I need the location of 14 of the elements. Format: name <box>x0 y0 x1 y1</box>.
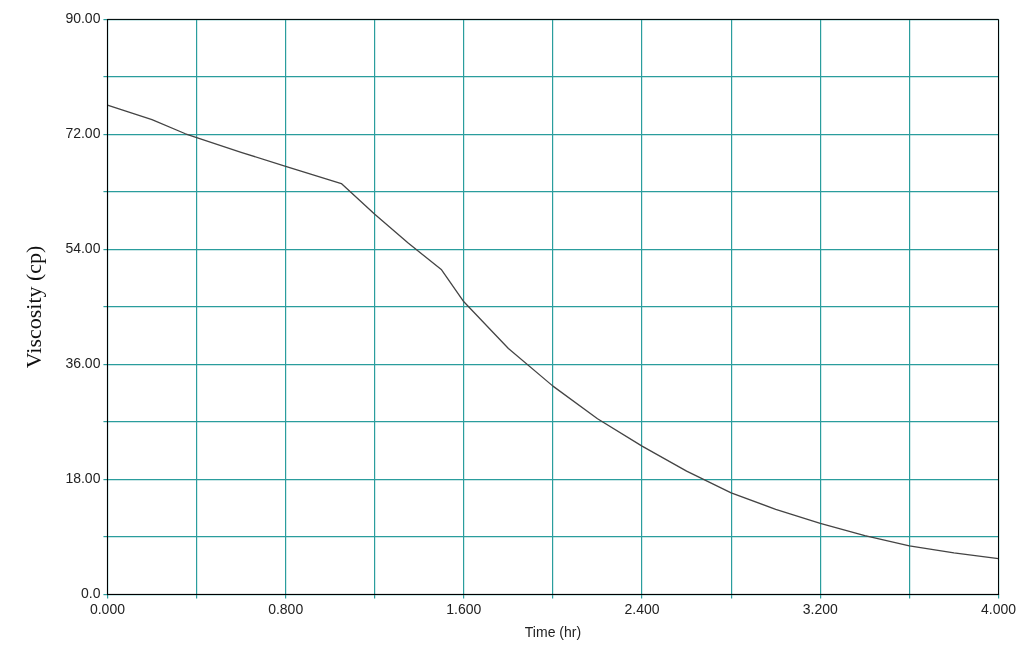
x-tick-label: 3.200 <box>802 600 838 617</box>
y-tick-label: 54.00 <box>65 240 101 257</box>
y-tick-label: 90.00 <box>65 10 101 27</box>
x-tick-label: 4.000 <box>980 600 1017 617</box>
x-axis-title: Time (hr) <box>524 624 582 641</box>
y-axis-title: Viscosity (cp) <box>20 245 46 369</box>
y-tick-label: 36.00 <box>65 355 101 372</box>
x-tick-label: 1.600 <box>446 600 482 617</box>
y-tick-label: 72.00 <box>65 125 101 142</box>
y-tick-label: 0.0 <box>80 585 101 602</box>
x-tick-label: 2.400 <box>624 600 660 617</box>
x-tick-label: 0.000 <box>89 600 126 617</box>
y-tick-label: 18.00 <box>65 470 101 487</box>
x-tick-label: 0.800 <box>268 600 304 617</box>
